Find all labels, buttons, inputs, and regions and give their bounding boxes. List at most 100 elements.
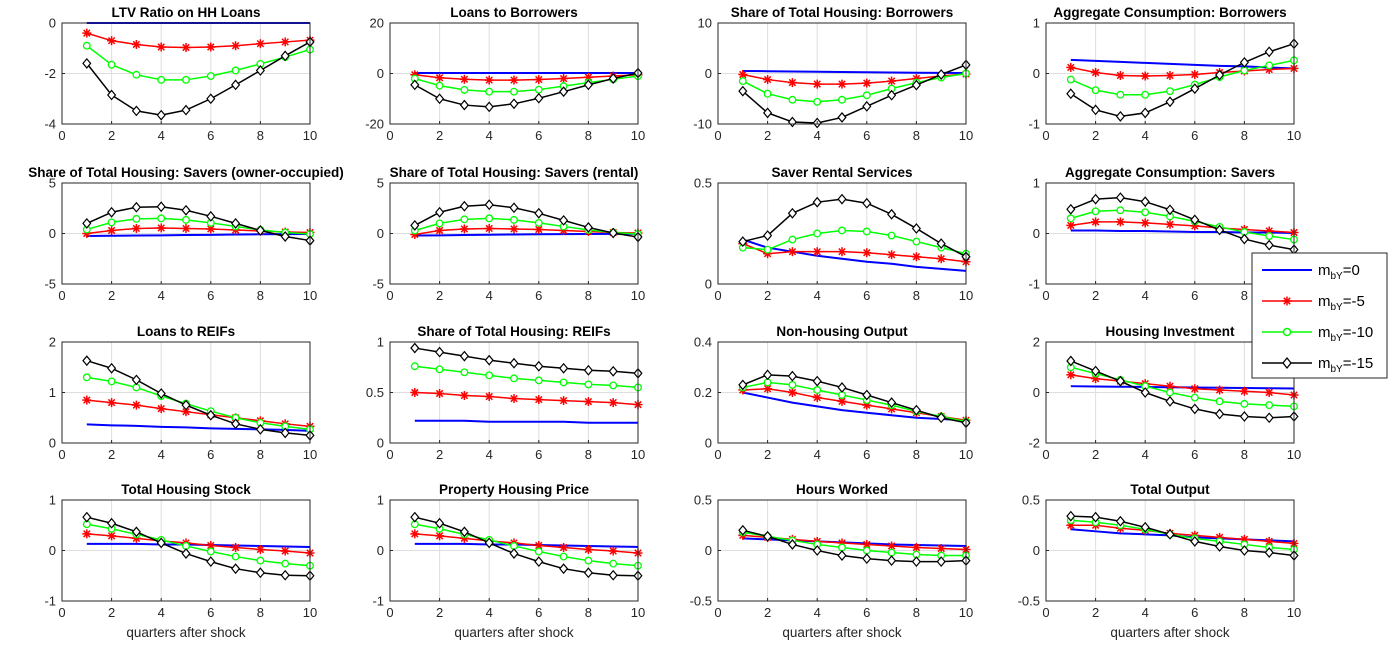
data-point-2-3 [1141,90,1150,99]
tick-label-x-2: 4 [158,605,165,620]
data-point-2-6 [887,548,896,557]
data-point-3-0 [1066,510,1076,522]
data-point-2-1 [435,219,444,228]
data-point-3-0 [410,511,420,523]
series-line-3 [742,198,967,258]
series-line-1 [414,227,639,236]
tick-label-x-4: 8 [585,288,592,303]
data-point-1-0 [410,529,420,539]
data-point-2-5 [862,91,871,100]
data-point-1-6 [887,250,897,260]
tick-label-y-2: 0.5 [694,493,712,508]
tick-label-x-2: 4 [814,288,821,303]
data-point-3-5 [862,197,872,209]
data-point-3-2 [1115,192,1125,204]
series-0 [742,69,967,74]
data-point-3-2 [131,374,141,386]
data-point-2-1 [107,60,116,69]
data-point-3-3 [156,388,166,399]
tick-label-x-0: 0 [1042,447,1049,462]
data-point-2-8 [609,559,618,568]
data-point-1-1 [435,73,445,83]
tick-label-y-0: -2 [1028,436,1040,451]
data-point-3-5 [1190,535,1200,547]
chart-panel-8: 0 2 4 6 8 10 0 1 2 Loans to REIFs [49,324,317,462]
data-point-3-7 [255,225,265,236]
data-point-2-8 [1265,61,1274,70]
chart-title: Housing Investment [1105,324,1235,339]
data-point-1-0 [1066,370,1076,380]
series-line-0 [1070,229,1295,234]
series-0 [742,391,967,422]
data-point-3-6 [559,214,569,226]
data-point-2-2 [788,235,797,244]
data-point-3-6 [887,208,897,220]
tick-label-x-0: 0 [58,447,65,462]
data-point-3-1 [435,346,445,358]
tick-label-x-1: 2 [436,288,443,303]
data-point-2-2 [788,380,797,389]
data-point-1-8 [1264,388,1274,397]
data-point-2-6 [559,552,568,561]
tick-label-x-2: 4 [1142,447,1149,462]
tick-label-y-2: 0.5 [1022,493,1040,508]
series-line-3 [414,72,639,108]
data-point-1-2 [787,388,797,397]
data-point-2-6 [231,552,240,561]
data-point-3-1 [1091,511,1101,523]
data-point-3-7 [255,65,265,76]
series-line-3 [742,64,967,124]
data-point-2-5 [534,218,543,227]
data-point-1-2 [1115,217,1125,227]
data-point-2-7 [1240,399,1249,408]
tick-label-x-5: 10 [1287,128,1301,143]
tick-label-y-1: 0 [49,543,56,558]
data-point-1-2 [1115,71,1125,81]
data-point-3-8 [280,231,290,242]
series-line-1 [1070,221,1295,234]
data-point-2-7 [256,556,265,565]
series-line-1 [86,32,311,49]
tick-label-y-0: -5 [372,277,384,292]
data-point-3-3 [156,537,166,549]
data-point-3-0 [1066,355,1076,367]
chart-title: Total Housing Stock [121,482,251,497]
tick-label-x-0: 0 [1042,605,1049,620]
data-point-3-2 [1115,110,1125,122]
tick-label-x-4: 8 [1241,447,1248,462]
data-point-2-1 [107,218,116,227]
data-point-2-2 [788,95,797,104]
data-point-1-8 [608,546,618,556]
data-point-3-6 [559,362,569,374]
series-line-1 [414,533,639,554]
tick-label-x-5: 10 [631,128,645,143]
data-point-2-5 [206,547,215,556]
data-point-3-0 [82,511,92,523]
tick-label-x-1: 2 [764,128,771,143]
tick-label-x-5: 10 [631,447,645,462]
data-point-1-0 [410,388,420,397]
data-point-3-3 [812,545,822,556]
data-point-1-5 [1190,384,1200,394]
series-2 [410,362,642,392]
series-line-0 [742,69,967,74]
data-point-3-3 [1140,521,1150,533]
series-2 [1066,56,1298,99]
tick-label-x-0: 0 [714,128,721,143]
data-point-3-7 [255,567,265,579]
series-line-1 [1070,66,1295,77]
series-3 [1066,355,1299,424]
data-point-2-4 [510,374,518,383]
tick-label-x-3: 6 [535,605,542,620]
data-point-1-5 [206,42,216,52]
series-line-0 [414,419,638,424]
data-point-1-4 [181,407,191,417]
tick-label-x-1: 2 [108,605,115,620]
chart-title: Property Housing Price [439,482,590,497]
data-point-2-0 [410,362,419,371]
tick-label-y-2: 10 [698,16,712,31]
data-point-3-7 [1239,545,1249,556]
tick-label-x-2: 4 [1142,605,1149,620]
